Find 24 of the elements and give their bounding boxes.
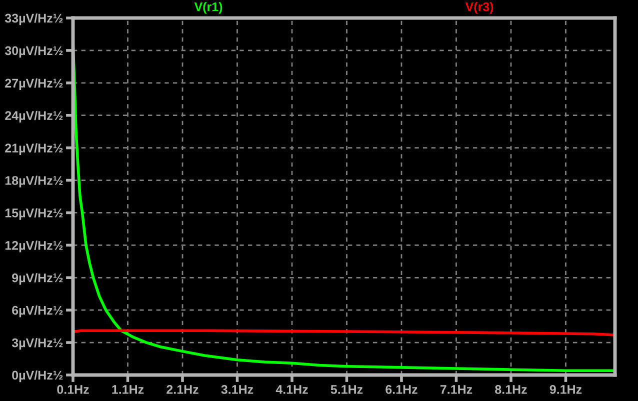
x-tick-label: 4.1Hz [276,385,308,394]
text: V(r1) [194,2,222,14]
x-tick-label: 8.1Hz [495,385,527,394]
y-tick-label: 27µV/Hz½ [5,78,63,90]
x-tick-label: 5.1Hz [330,385,363,394]
x-tick-label: 0.1Hz [57,385,89,394]
x-tick-label: 1.1Hz [112,385,144,394]
y-tick-label: 12µV/Hz½ [5,240,63,252]
text: V(r3) [465,2,494,14]
y-tick-label: 21µV/Hz½ [5,143,63,155]
y-tick-label: 30µV/Hz½ [4,46,63,58]
x-tick-label: 6.1Hz [386,385,418,394]
x-tick-label: 7.1Hz [440,385,472,394]
y-tick-label: 0µV/Hz½ [12,370,63,382]
x-tick-label: 3.1Hz [221,385,254,394]
y-tick-label: 9µV/Hz½ [12,273,63,285]
y-tick-label: 33µV/Hz½ [4,13,63,26]
y-tick-label: 15µV/Hz½ [5,208,63,220]
y-tick-label: 18µV/Hz½ [5,176,63,188]
x-tick-label: 9.1Hz [550,385,582,394]
y-tick-label: 6µV/Hz½ [12,306,63,318]
y-tick-label: 3µV/Hz½ [12,338,63,350]
y-tick-label: 24µV/Hz½ [5,110,63,122]
x-tick-label: 2.1Hz [166,385,198,394]
